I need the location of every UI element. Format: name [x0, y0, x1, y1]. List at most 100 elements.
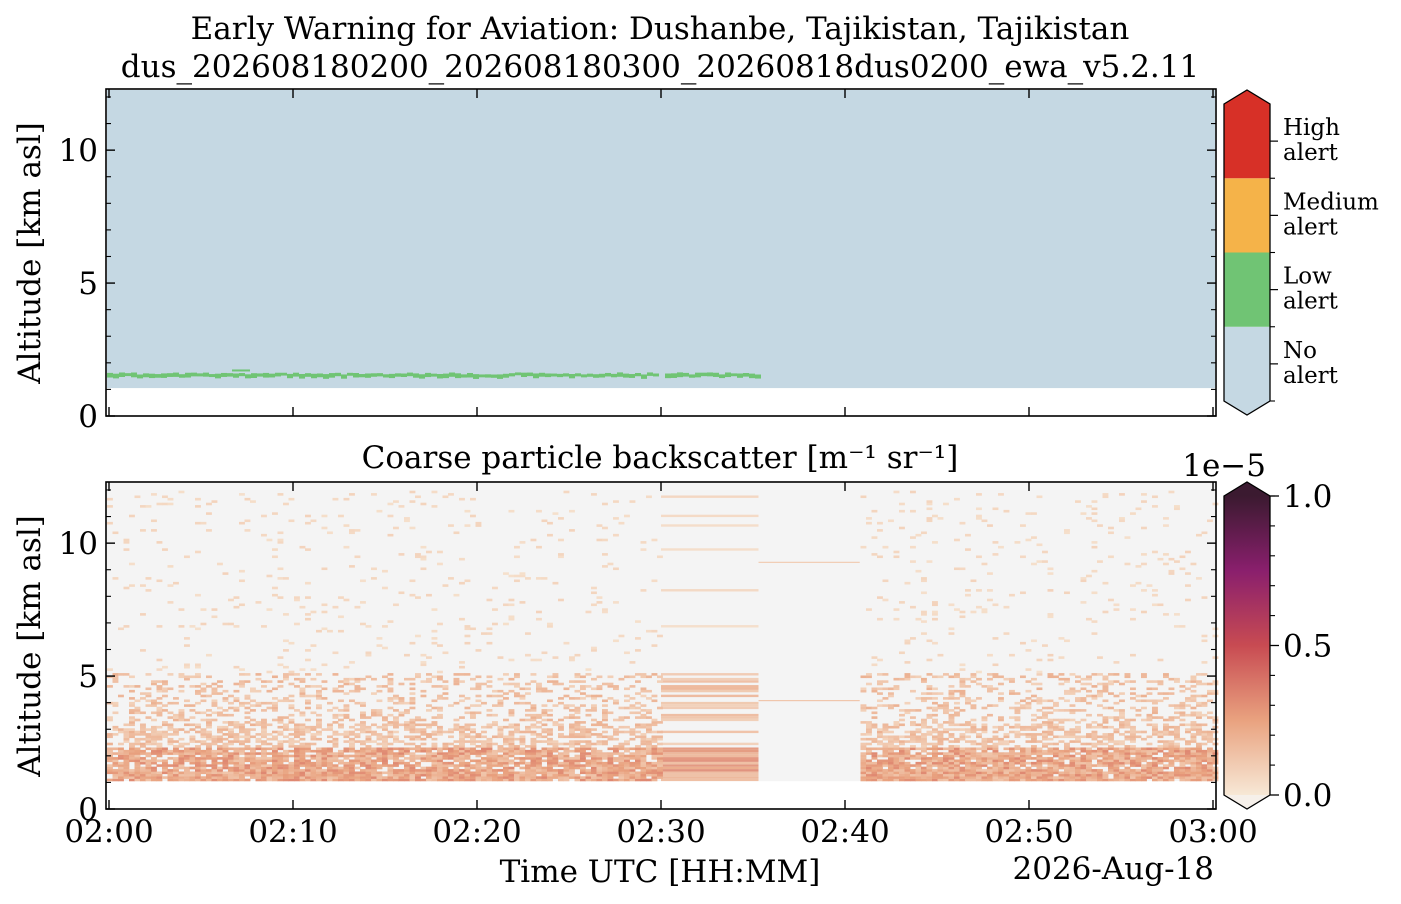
backscatter-cell [1152, 706, 1158, 710]
backscatter-cell [1146, 687, 1153, 691]
backscatter-cell [475, 773, 482, 777]
backscatter-cell [195, 497, 201, 501]
backscatter-cell [569, 773, 575, 777]
backscatter-cell [184, 718, 190, 722]
backscatter-cell [508, 747, 515, 751]
backscatter-cell [272, 675, 278, 679]
backscatter-cell [921, 776, 927, 779]
backscatter-cell [459, 771, 465, 775]
backscatter-cell [640, 742, 647, 746]
backscatter-cell [629, 752, 636, 755]
backscatter-cell [173, 759, 179, 763]
backscatter-cell [1075, 776, 1081, 779]
backscatter-cell [1020, 706, 1026, 710]
backscatter-cell [431, 637, 438, 640]
backscatter-cell [1036, 778, 1043, 782]
backscatter-cell [393, 725, 399, 729]
backscatter-cell [563, 735, 570, 739]
backscatter-cell [349, 747, 355, 751]
backscatter-cell [272, 555, 278, 559]
backscatter-cell [134, 778, 141, 782]
backscatter-cell [613, 718, 619, 722]
alert-cell [677, 372, 683, 378]
backscatter-cell [1113, 749, 1120, 753]
backscatter-cell [1179, 555, 1186, 559]
alert-cell [407, 372, 413, 377]
backscatter-cell [910, 509, 916, 513]
backscatter-cell [563, 687, 570, 691]
backscatter-cell [233, 723, 240, 727]
backscatter-cell [1130, 512, 1136, 515]
backscatter-cell [613, 685, 619, 688]
backscatter-cell [239, 521, 245, 525]
backscatter-cell [332, 752, 339, 755]
backscatter-cell [371, 773, 377, 777]
backscatter-cell [354, 687, 361, 691]
backscatter-cell [959, 735, 966, 739]
backscatter-cell [222, 733, 229, 736]
backscatter-cell [640, 759, 647, 763]
backscatter-cell [145, 766, 152, 770]
backscatter-cell [1124, 721, 1131, 724]
backscatter-cell [464, 752, 471, 755]
backscatter-cell [338, 749, 344, 753]
backscatter-cell [1102, 757, 1109, 760]
backscatter-cell [1201, 771, 1208, 775]
backscatter-cell [1003, 769, 1010, 772]
backscatter-cell [998, 757, 1004, 760]
backscatter-cell [552, 675, 559, 679]
backscatter-cell [1042, 759, 1048, 763]
backscatter-cell [1102, 495, 1109, 499]
backscatter-cell [415, 555, 421, 559]
backscatter-cell [233, 735, 240, 739]
backscatter-cell [305, 673, 311, 676]
backscatter-cell [371, 711, 377, 715]
backscatter-cell [167, 565, 174, 568]
backscatter-cell [1108, 769, 1114, 772]
backscatter-cell [277, 778, 284, 782]
backscatter-cell [1086, 574, 1092, 578]
backscatter-cell [1135, 581, 1142, 585]
backscatter-cell [1196, 759, 1202, 763]
backscatter-cell [932, 730, 938, 734]
backscatter-cell [431, 778, 438, 782]
backscatter-cell [492, 704, 498, 707]
backscatter-cell [497, 769, 504, 772]
backscatter-cell [382, 725, 388, 729]
backscatter-cell [409, 699, 416, 703]
backscatter-cell [222, 764, 229, 767]
backscatter-cell [332, 759, 339, 763]
backscatter-cell [360, 725, 366, 729]
backscatter-cell [228, 713, 234, 717]
backscatter-cell [459, 752, 465, 755]
backscatter-cell [602, 735, 608, 739]
alert-cell [173, 372, 179, 377]
backscatter-cell [255, 721, 262, 724]
colorbar-label: alert [1283, 289, 1339, 315]
backscatter-cell [1157, 730, 1164, 734]
alert-cell [233, 373, 239, 378]
backscatter-cell [409, 757, 416, 760]
backscatter-cell [921, 613, 927, 616]
backscatter-cell [910, 745, 916, 748]
backscatter-cell [591, 697, 597, 700]
backscatter-cell [646, 716, 652, 719]
backscatter-cell [145, 694, 152, 698]
backscatter-cell [998, 740, 1004, 743]
backscatter-cell [552, 757, 559, 760]
backscatter-cell [299, 723, 306, 727]
backscatter-cell [618, 766, 625, 770]
backscatter-cell [1031, 773, 1037, 777]
backscatter-cell [409, 769, 416, 772]
backscatter-cell [1036, 716, 1043, 719]
backscatter-cell [1108, 771, 1114, 775]
backscatter-cell [1141, 752, 1147, 755]
backscatter-cell [475, 524, 482, 527]
backscatter-cell [1047, 757, 1054, 760]
backscatter-cell [943, 704, 949, 707]
backscatter-cell [338, 771, 344, 775]
backscatter-cell [233, 733, 240, 736]
backscatter-cell [1196, 771, 1202, 775]
backscatter-cell [442, 697, 449, 700]
backscatter-cell [640, 771, 647, 775]
